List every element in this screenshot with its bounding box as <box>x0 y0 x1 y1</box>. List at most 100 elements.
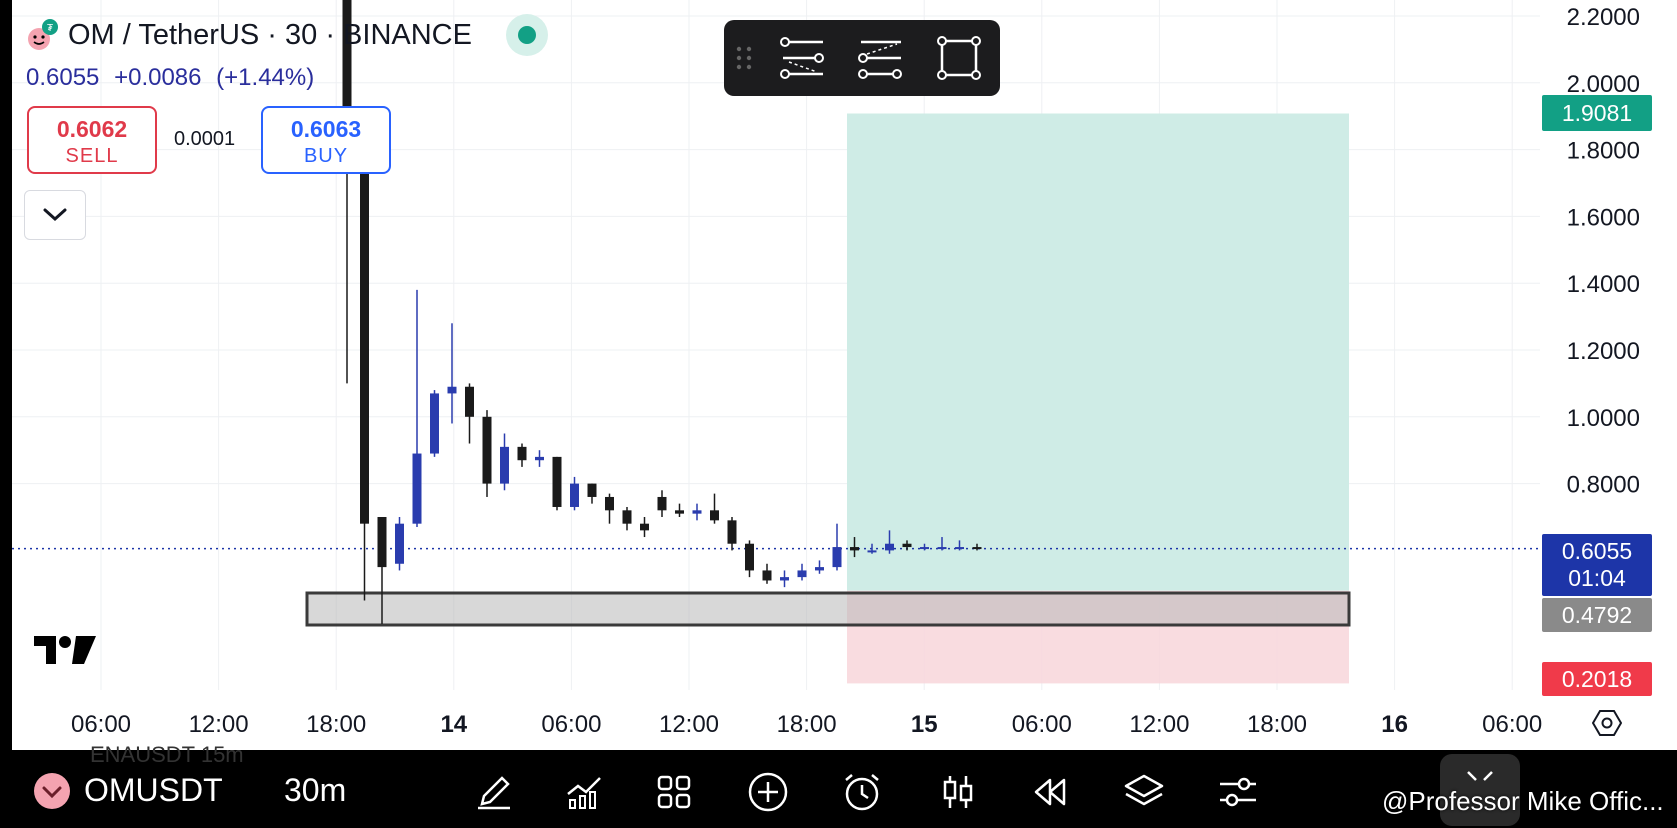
hexagon-settings-icon <box>1591 710 1623 736</box>
candle <box>710 493 719 524</box>
short-position-tool[interactable] <box>842 20 920 96</box>
price-tick-label: 1.2000 <box>1567 338 1640 365</box>
candle <box>605 493 614 524</box>
price-chart[interactable]: 2.2000 2.0000 1.8000 1.6000 1.4000 1.2000 1.00… <box>0 0 1677 750</box>
candle <box>482 410 492 497</box>
layers-button[interactable] <box>1120 768 1168 816</box>
current-price-badge: 0.6055 01:04 <box>1542 534 1652 596</box>
tradingview-logo-icon[interactable] <box>34 634 96 671</box>
timeframe-selector[interactable]: 30m <box>284 772 347 808</box>
candle <box>552 456 562 511</box>
candle-body <box>780 577 789 581</box>
candle <box>972 543 982 551</box>
candle-body <box>395 523 404 564</box>
sell-price: 0.6062 <box>56 116 128 142</box>
candle-body <box>622 510 632 524</box>
candle-body <box>360 156 369 524</box>
layout-grid-button[interactable] <box>650 768 698 816</box>
chart-settings-button[interactable] <box>1591 708 1623 743</box>
rectangle-tool[interactable] <box>920 20 998 96</box>
candle <box>465 383 474 444</box>
time-tick-label: 12:00 <box>189 711 249 738</box>
sell-label: SELL <box>65 145 119 167</box>
drag-handle-icon[interactable] <box>724 44 764 72</box>
candle <box>657 490 667 517</box>
long-position-tool[interactable] <box>764 20 842 96</box>
settings-sliders-button[interactable] <box>1214 768 1262 816</box>
candle <box>675 503 684 517</box>
time-tick-label: 12:00 <box>659 711 719 738</box>
time-tick-label: 06:00 <box>541 711 601 738</box>
bottom-toolbar: ENAUSDT 15m OMUSDT 30m <box>12 742 1677 828</box>
candle <box>342 0 352 384</box>
time-tick-label: 12:00 <box>1129 711 1189 738</box>
candle <box>412 289 422 528</box>
spread-value: 0.0001 <box>174 128 236 150</box>
candle <box>360 156 369 601</box>
symbol-avatar-icon <box>34 772 70 809</box>
price-axis: 2.2000 2.0000 1.8000 1.6000 1.4000 1.2000 1.00… <box>1567 4 1640 499</box>
add-icon <box>748 772 788 812</box>
price-tick-label: 2.2000 <box>1567 4 1640 31</box>
market-status-indicator[interactable] <box>505 14 548 56</box>
candle-body <box>640 523 649 531</box>
price-tick-label: 2.0000 <box>1567 71 1640 98</box>
symbol-title[interactable]: OM / TetherUS · 30 · BINANCE <box>68 18 472 51</box>
price-change-percent: (+1.44%) <box>216 64 315 91</box>
fullscreen-exit-icon <box>1467 771 1493 781</box>
alert-button[interactable] <box>838 768 886 816</box>
candle <box>832 523 842 571</box>
bar-countdown: 01:04 <box>1568 565 1626 591</box>
drawing-toolbar <box>724 20 1000 96</box>
candle-body <box>850 547 859 551</box>
chevron-down-icon <box>43 208 67 222</box>
collapse-panel-button[interactable] <box>24 190 86 240</box>
candle-body <box>832 547 842 568</box>
candle-body <box>482 416 492 484</box>
candle <box>587 483 597 504</box>
replay-button[interactable] <box>1026 768 1074 816</box>
candle <box>902 540 912 551</box>
candle <box>640 517 649 538</box>
candle <box>535 450 544 467</box>
drawing-pen-icon <box>478 776 510 810</box>
fullscreen-exit-button[interactable] <box>1440 754 1520 826</box>
candle-body <box>552 456 562 507</box>
candle <box>430 390 439 457</box>
layout-grid-icon <box>657 775 691 809</box>
candle-style-button[interactable] <box>934 768 982 816</box>
candle <box>447 323 457 424</box>
candle-body <box>815 567 824 571</box>
indicators-icon <box>567 777 601 809</box>
price-tick-label: 1.8000 <box>1567 138 1640 165</box>
entry-price-badge: 0.4792 <box>1542 598 1652 632</box>
time-tick-label: 15 <box>911 711 938 738</box>
candle <box>377 517 387 624</box>
short-position-icon <box>858 40 902 79</box>
candle-body <box>587 483 597 497</box>
candle-body <box>692 510 702 514</box>
alert-clock-icon <box>845 774 879 811</box>
candle-body <box>920 547 929 550</box>
candle-body <box>745 543 754 571</box>
time-tick-label: 18:00 <box>1247 711 1307 738</box>
candle <box>780 570 789 588</box>
symbol-selector[interactable]: OMUSDT <box>34 772 223 809</box>
candle <box>570 476 579 511</box>
candle <box>797 563 807 581</box>
candle-body <box>412 453 422 524</box>
buy-button[interactable]: 0.6063 BUY <box>261 106 391 174</box>
symbol-header: ₮ OM / TetherUS · 30 · BINANCE <box>26 14 548 56</box>
sell-button[interactable]: 0.6062 SELL <box>27 106 157 174</box>
indicators-button[interactable] <box>560 768 608 816</box>
candle-body <box>867 550 877 553</box>
candle <box>867 543 877 554</box>
candle <box>850 537 859 558</box>
candle <box>727 517 737 551</box>
add-button[interactable] <box>744 768 792 816</box>
watermark-text: @Professor Mike Offic... <box>1382 786 1664 816</box>
candle-body <box>902 543 912 548</box>
candle <box>745 540 754 578</box>
candle-body <box>500 446 509 484</box>
drawing-pen-button[interactable] <box>470 768 518 816</box>
